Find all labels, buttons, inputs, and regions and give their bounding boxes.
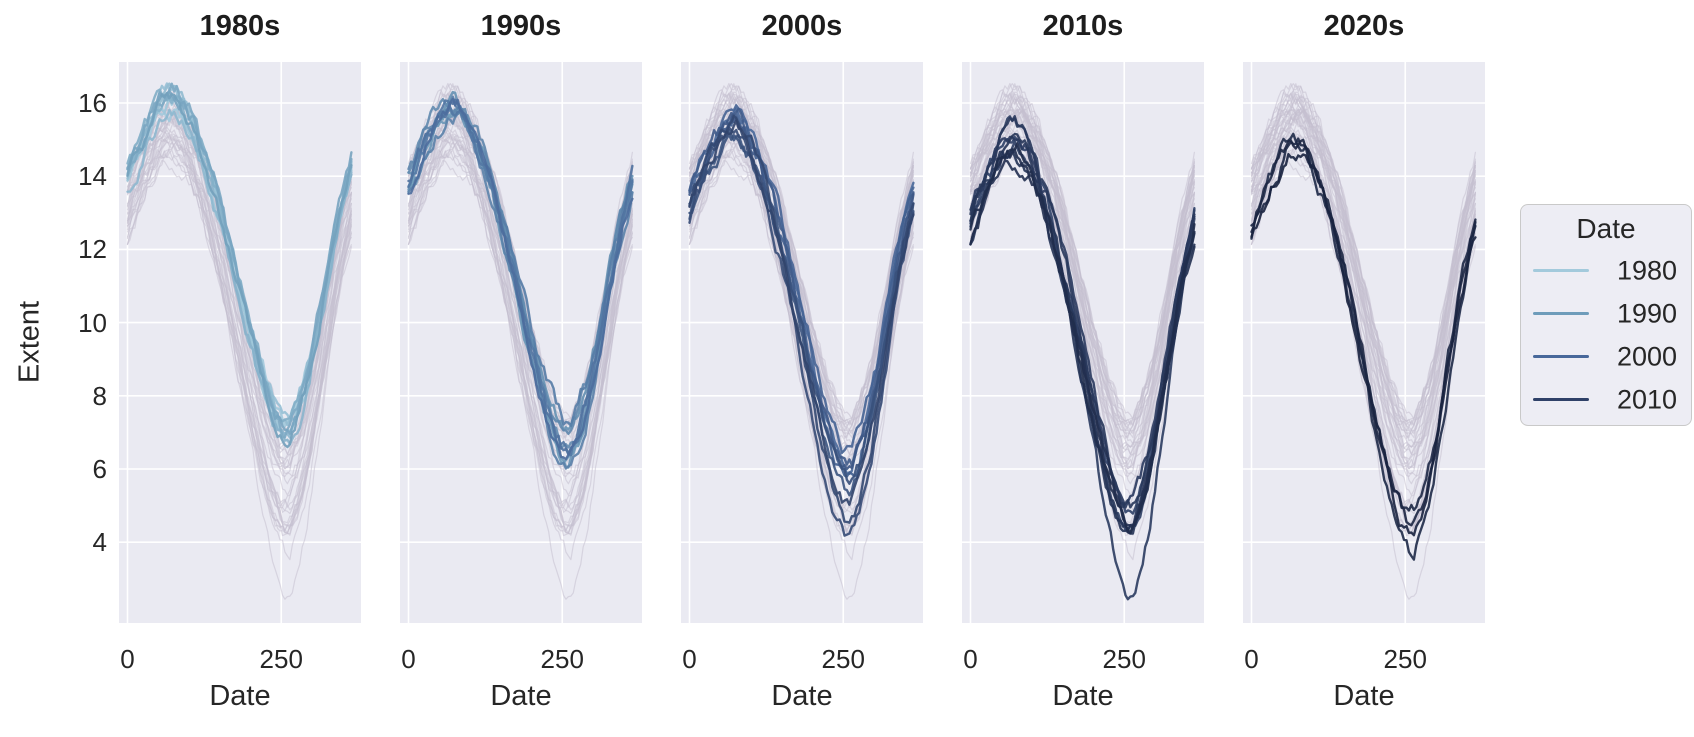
- y-tick-label: 4: [92, 527, 107, 558]
- facet-plot: [681, 62, 923, 623]
- gray-year-line-2001: [969, 104, 1195, 454]
- facet-plot: [962, 62, 1204, 623]
- x-tick-label: 0: [682, 644, 697, 674]
- gray-year-line-2012: [407, 115, 633, 600]
- x-tick-label: 250: [1383, 644, 1427, 674]
- facet-title: 2000s: [761, 10, 843, 42]
- year-line-2012: [969, 115, 1196, 601]
- legend-label: 1980: [1617, 255, 1678, 285]
- facet-2000s: 2000s 0 250 Date: [681, 0, 923, 737]
- y-tick-label: 14: [78, 161, 107, 192]
- gray-year-line-1998: [969, 99, 1195, 455]
- facet-plot: [1243, 62, 1485, 623]
- facet-2020s: 2020s 0 250 Date: [1243, 0, 1485, 737]
- legend-swatch: [1533, 354, 1589, 358]
- gray-year-line-2012: [1250, 115, 1476, 600]
- facet-title: 1990s: [480, 10, 562, 42]
- x-tick-label: 0: [963, 644, 978, 674]
- highlight-year-lines: [1250, 132, 1477, 561]
- legend-label: 2000: [1617, 341, 1678, 371]
- gray-year-line-2012: [688, 115, 914, 600]
- year-line-1989: [126, 91, 353, 449]
- facet-title: 1980s: [199, 10, 281, 42]
- x-axis-label: Date: [1052, 680, 1114, 712]
- x-tick-label: 250: [259, 644, 303, 674]
- legend-label: 2010: [1617, 384, 1678, 414]
- x-tick-label: 250: [821, 644, 865, 674]
- x-axis-label: Date: [1333, 680, 1395, 712]
- year-line-2006: [688, 133, 915, 485]
- gray-year-line-2006: [1250, 133, 1476, 485]
- gray-year-line-2020: [126, 133, 352, 561]
- gray-year-line-2023: [126, 153, 352, 536]
- gray-year-line-1993: [1250, 98, 1476, 450]
- year-line-1999: [407, 97, 634, 461]
- x-axis-label: Date: [771, 680, 833, 712]
- y-tick-label: 8: [92, 380, 107, 411]
- facet-1980s: 1980s 0 250 Date: [119, 0, 361, 737]
- legend-item-2010: 2010: [1521, 378, 1691, 421]
- gray-year-line-2014: [126, 115, 352, 508]
- year-line-2019: [969, 142, 1196, 534]
- gray-year-line-1993: [969, 98, 1195, 450]
- highlight-year-lines: [126, 82, 353, 449]
- facet-title: 2010s: [1042, 10, 1124, 42]
- x-axis-label: Date: [490, 680, 552, 712]
- legend: Date 1980 1990 2000 2010: [1520, 204, 1692, 426]
- year-line-2009: [688, 119, 915, 506]
- gray-year-line-2003: [1250, 108, 1476, 466]
- x-tick-label: 250: [540, 644, 584, 674]
- legend-title: Date: [1576, 213, 1636, 244]
- facet-2010s: 2010s 0 250 Date: [962, 0, 1204, 737]
- y-tick-label: 6: [92, 454, 107, 484]
- gray-year-line-2001: [1250, 104, 1476, 454]
- facet-plot: [119, 62, 361, 623]
- legend-swatch: [1533, 311, 1589, 315]
- legend-item-2000: 2000: [1521, 335, 1691, 378]
- facet-title: 2020s: [1323, 10, 1405, 42]
- gray-year-line-2003: [969, 108, 1195, 466]
- year-line-1998: [407, 98, 634, 456]
- x-tick-label: 0: [120, 644, 135, 674]
- year-line-2023: [1250, 152, 1477, 537]
- x-tick-label: 250: [1102, 644, 1146, 674]
- y-tick-label: 16: [78, 88, 107, 118]
- gray-year-line-2020: [407, 133, 633, 561]
- facet-plot: [400, 62, 642, 623]
- year-line-2007: [688, 126, 915, 537]
- x-tick-label: 0: [401, 644, 416, 674]
- legend-swatch: [1533, 397, 1589, 401]
- highlight-year-lines: [407, 90, 634, 470]
- highlight-year-lines: [688, 104, 915, 537]
- legend-swatch: [1533, 268, 1589, 272]
- y-tick-label: 12: [78, 234, 107, 265]
- legend-label: 1990: [1617, 298, 1678, 328]
- year-line-2001: [688, 104, 915, 454]
- gray-year-line-1998: [1250, 99, 1476, 455]
- gray-year-line-2006: [126, 133, 352, 485]
- legend-item-1980: 1980: [1521, 249, 1691, 292]
- x-tick-label: 0: [1244, 644, 1259, 674]
- legend-item-1990: 1990: [1521, 292, 1691, 335]
- gray-year-line-2003: [126, 108, 352, 466]
- gray-year-line-2023: [407, 153, 633, 536]
- facet-1990s: 1990s 0 250 Date: [400, 0, 642, 737]
- x-axis-label: Date: [209, 680, 271, 712]
- highlight-year-lines: [969, 115, 1196, 601]
- year-line-2013: [969, 135, 1196, 509]
- y-tick-label: 10: [78, 307, 107, 338]
